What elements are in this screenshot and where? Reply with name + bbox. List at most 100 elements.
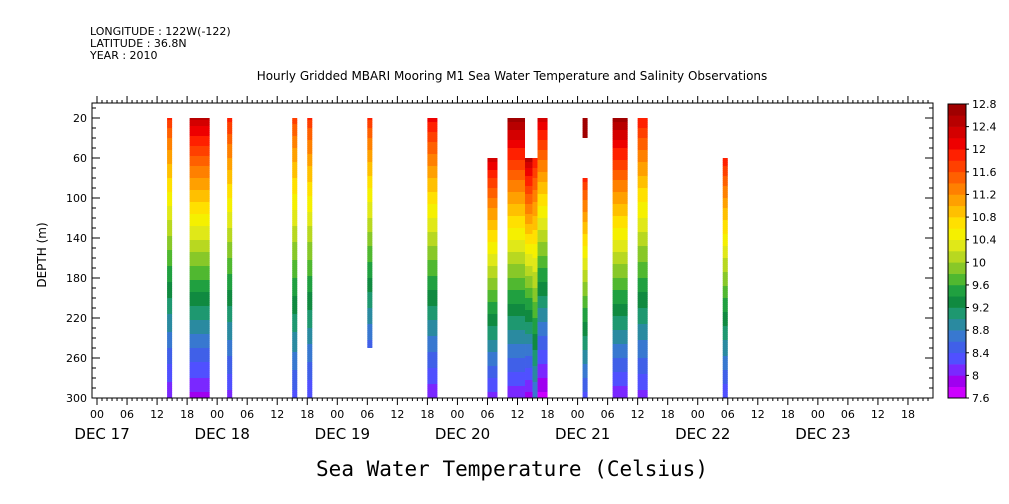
data-cell bbox=[227, 124, 233, 127]
data-cell bbox=[307, 216, 313, 219]
data-cell bbox=[532, 264, 538, 267]
data-cell bbox=[189, 166, 210, 169]
data-cell bbox=[307, 204, 313, 207]
data-cell bbox=[227, 358, 233, 361]
data-cell bbox=[722, 256, 728, 259]
data-cell bbox=[227, 206, 233, 209]
data-cell bbox=[367, 208, 373, 211]
data-cell bbox=[307, 168, 313, 171]
data-cell bbox=[525, 264, 533, 267]
data-cell bbox=[292, 226, 298, 229]
data-cell bbox=[189, 296, 210, 299]
data-cell bbox=[612, 216, 628, 219]
data-cell bbox=[612, 226, 628, 229]
data-cell bbox=[189, 330, 210, 333]
data-cell bbox=[189, 272, 210, 275]
data-cell bbox=[427, 196, 438, 199]
data-cell bbox=[167, 216, 173, 219]
data-cell bbox=[292, 240, 298, 243]
data-cell bbox=[292, 302, 298, 305]
data-cell bbox=[525, 372, 533, 375]
data-cell bbox=[612, 136, 628, 139]
data-cell bbox=[292, 184, 298, 187]
data-cell bbox=[612, 260, 628, 263]
data-cell bbox=[582, 188, 588, 191]
data-cell bbox=[612, 126, 628, 129]
data-cell bbox=[487, 276, 498, 279]
data-cell bbox=[507, 328, 526, 331]
data-cell bbox=[487, 252, 498, 255]
data-cell bbox=[167, 382, 173, 385]
data-cell bbox=[532, 226, 538, 229]
data-cell bbox=[487, 346, 498, 349]
data-cell bbox=[537, 394, 548, 397]
data-cell bbox=[582, 264, 588, 267]
day-label: DEC 17 bbox=[74, 425, 129, 443]
data-cell bbox=[427, 224, 438, 227]
data-cell bbox=[722, 302, 728, 305]
data-cell bbox=[582, 256, 588, 259]
data-cell bbox=[189, 310, 210, 313]
data-cell bbox=[189, 180, 210, 183]
data-cell bbox=[189, 192, 210, 195]
data-cell bbox=[367, 298, 373, 301]
data-cell bbox=[427, 172, 438, 175]
data-cell bbox=[532, 328, 538, 331]
data-cell bbox=[307, 134, 313, 137]
data-column bbox=[582, 178, 588, 398]
data-cell bbox=[507, 152, 526, 155]
colorbar-swatch bbox=[948, 217, 966, 229]
data-cell bbox=[307, 288, 313, 291]
data-cell bbox=[227, 320, 233, 323]
data-cell bbox=[507, 262, 526, 265]
data-cell bbox=[637, 262, 648, 265]
data-cell bbox=[722, 162, 728, 165]
data-cell bbox=[292, 180, 298, 183]
data-cell bbox=[532, 350, 538, 353]
data-cell bbox=[525, 246, 533, 249]
data-cell bbox=[722, 318, 728, 321]
data-cell bbox=[227, 162, 233, 165]
data-cell bbox=[507, 198, 526, 201]
data-cell bbox=[307, 284, 313, 287]
data-cell bbox=[612, 244, 628, 247]
data-cell bbox=[582, 282, 588, 285]
data-cell bbox=[507, 246, 526, 249]
data-cell bbox=[292, 308, 298, 311]
data-cell bbox=[532, 380, 538, 383]
data-cell bbox=[637, 396, 648, 398]
data-cell bbox=[532, 158, 538, 161]
data-cell bbox=[167, 370, 173, 373]
x-tick-label: 00 bbox=[450, 408, 464, 421]
data-cell bbox=[507, 146, 526, 149]
data-cell bbox=[167, 240, 173, 243]
data-cell bbox=[292, 130, 298, 133]
data-cell bbox=[525, 174, 533, 177]
data-cell bbox=[167, 236, 173, 239]
data-cell bbox=[722, 340, 728, 343]
data-cell bbox=[637, 296, 648, 299]
data-cell bbox=[722, 376, 728, 379]
data-cell bbox=[307, 320, 313, 323]
data-cell bbox=[612, 172, 628, 175]
data-cell bbox=[532, 194, 538, 197]
data-cell bbox=[722, 384, 728, 387]
data-cell bbox=[637, 198, 648, 201]
data-cell bbox=[532, 338, 538, 341]
x-tick-label: 18 bbox=[300, 408, 314, 421]
data-cell bbox=[525, 252, 533, 255]
data-cell bbox=[537, 196, 548, 199]
data-cell bbox=[722, 200, 728, 203]
data-cell bbox=[537, 252, 548, 255]
data-cell bbox=[532, 200, 538, 203]
data-cell bbox=[537, 180, 548, 183]
data-cell bbox=[292, 332, 298, 335]
data-cell bbox=[487, 222, 498, 225]
data-cell bbox=[637, 348, 648, 351]
data-cell bbox=[525, 318, 533, 321]
data-cell bbox=[427, 298, 438, 301]
data-cell bbox=[167, 348, 173, 351]
data-cell bbox=[227, 342, 233, 345]
data-cell bbox=[525, 220, 533, 223]
data-cell bbox=[307, 206, 313, 209]
